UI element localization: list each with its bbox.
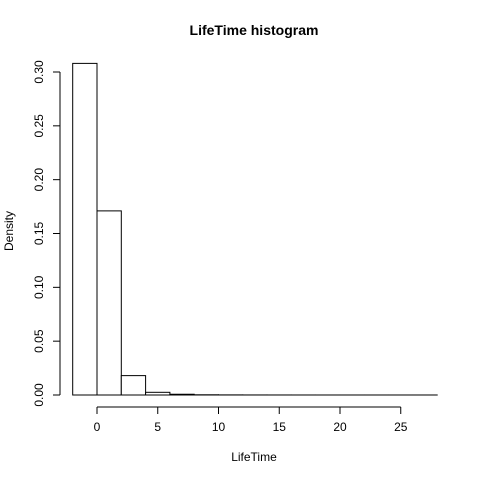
y-tick-label: 0.05 xyxy=(32,329,46,353)
y-tick-label: 0.15 xyxy=(32,221,46,245)
histogram-bar-3 xyxy=(145,391,171,396)
x-axis: 0 5 10 15 20 25 xyxy=(94,406,408,434)
y-axis: 0.00 0.05 0.10 0.15 0.20 0.25 0.30 xyxy=(32,60,61,407)
x-tick-label: 20 xyxy=(333,420,347,434)
x-tick-label: 10 xyxy=(212,420,226,434)
x-axis-label: LifeTime xyxy=(231,450,277,464)
histogram-bar-2 xyxy=(120,375,147,396)
histogram-bar-1 xyxy=(96,210,122,396)
y-tick-label: 0.10 xyxy=(32,275,46,299)
y-tick-label: 0.20 xyxy=(32,168,46,192)
x-tick-label: 15 xyxy=(273,420,287,434)
y-tick-label: 0.30 xyxy=(32,60,46,84)
x-tick-label: 5 xyxy=(154,420,161,434)
y-tick-label: 0.00 xyxy=(32,383,46,407)
bars-group xyxy=(72,62,438,396)
chart-title: LifeTime histogram xyxy=(190,22,319,38)
y-axis-label: Density xyxy=(2,211,16,251)
histogram-bar-4 xyxy=(169,393,195,396)
y-tick-label: 0.25 xyxy=(32,114,46,138)
x-tick-label: 25 xyxy=(394,420,408,434)
x-tick-label: 0 xyxy=(94,420,101,434)
histogram-bar-0 xyxy=(72,62,98,396)
